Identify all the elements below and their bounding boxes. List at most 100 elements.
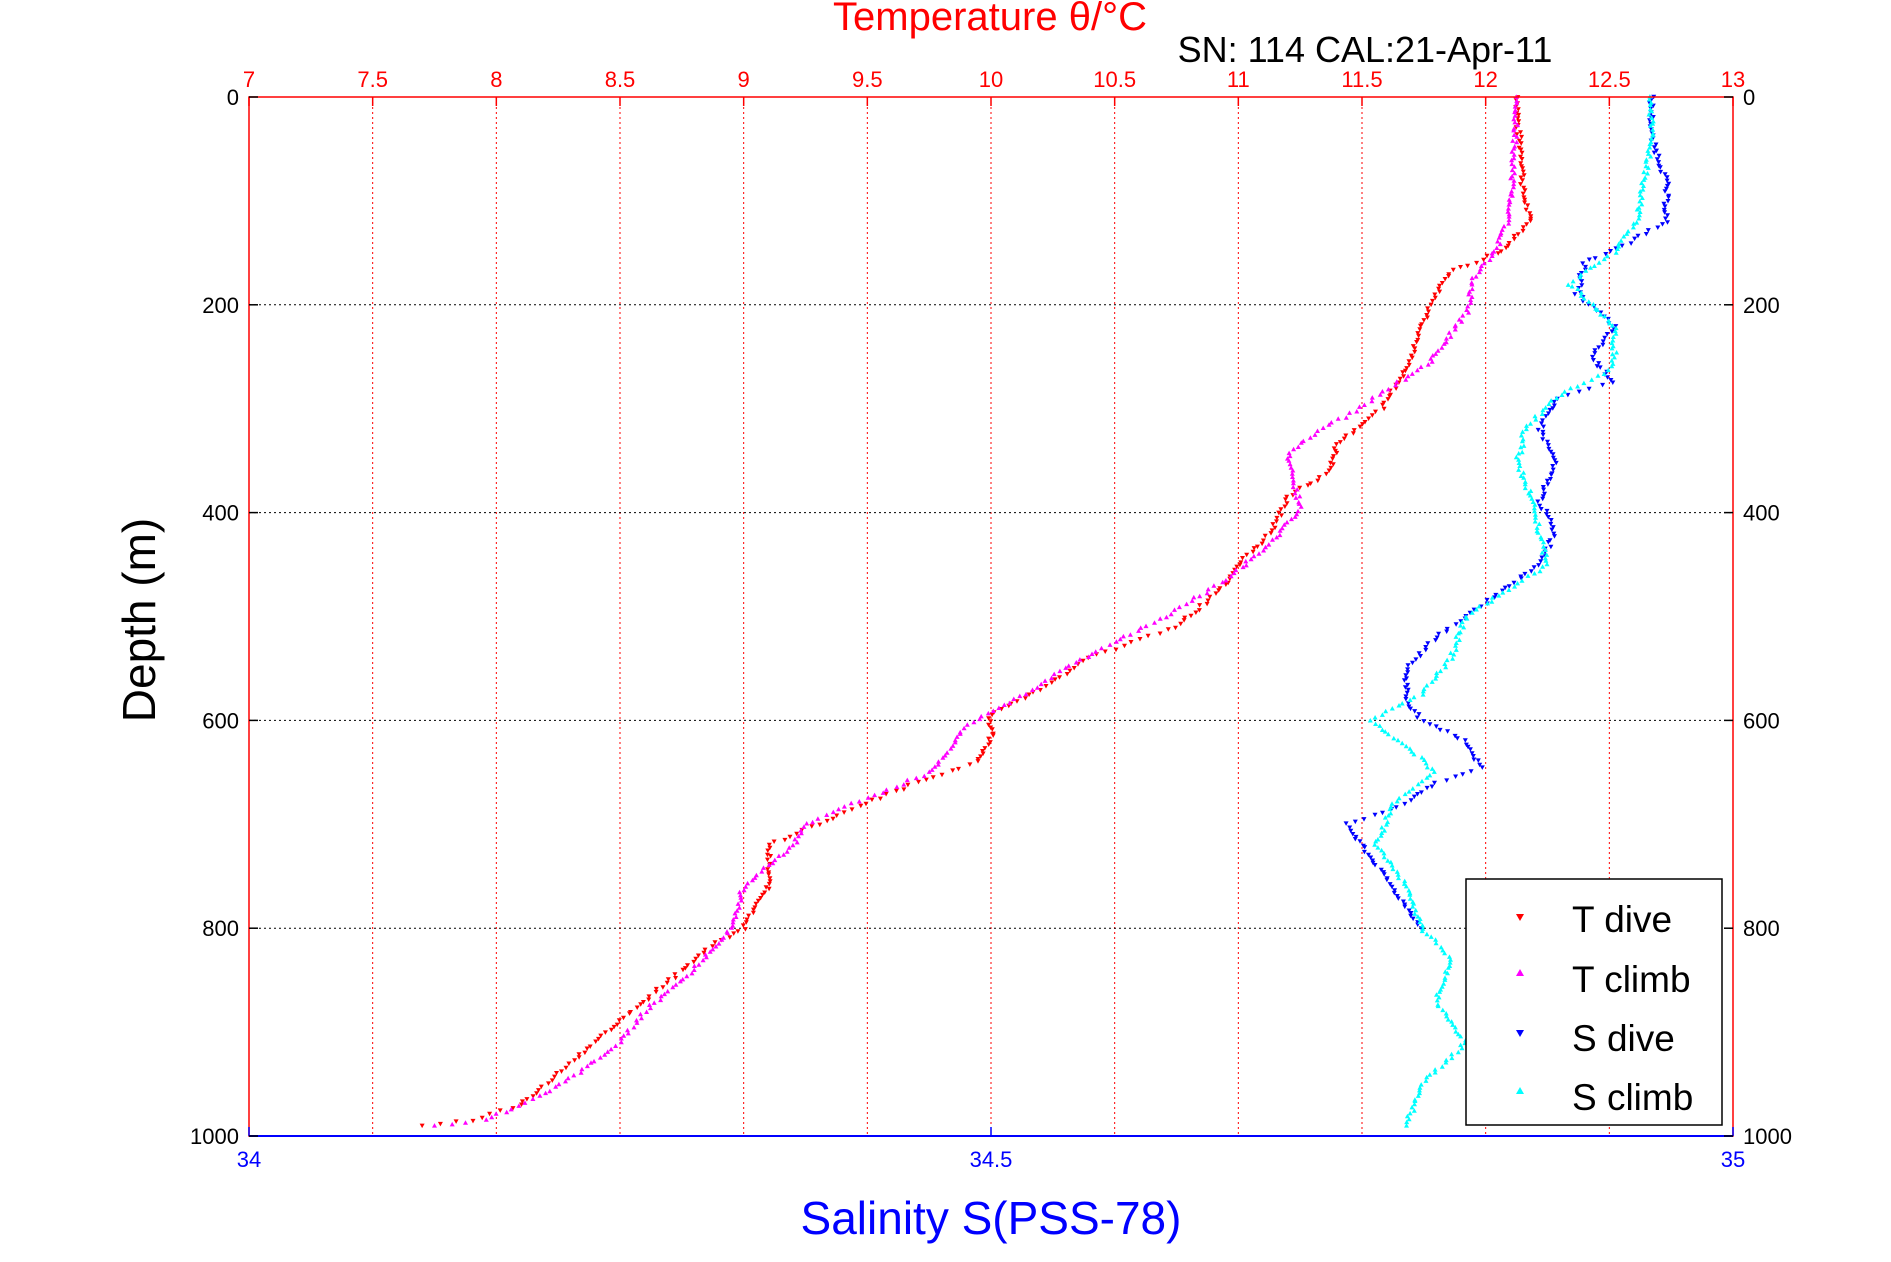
data-point [1647, 141, 1653, 147]
data-point [1434, 635, 1440, 640]
data-point [1396, 795, 1402, 801]
data-point [1460, 313, 1466, 318]
data-point [522, 1100, 528, 1105]
data-point [1049, 675, 1055, 680]
data-point [1548, 518, 1554, 523]
data-point [1471, 607, 1477, 613]
data-point [1305, 483, 1311, 488]
top-tick-label: 12 [1473, 67, 1497, 92]
data-point [1369, 395, 1375, 400]
data-point [956, 766, 961, 772]
data-point [755, 898, 761, 904]
data-point [582, 1050, 588, 1056]
data-point [579, 1066, 585, 1072]
data-point [605, 1049, 611, 1054]
data-point [1442, 277, 1448, 282]
data-point [1496, 593, 1502, 598]
data-point [729, 925, 735, 930]
data-point [489, 1114, 495, 1120]
data-point [1415, 781, 1421, 787]
data-point [1297, 493, 1303, 499]
data-point [1511, 155, 1517, 161]
data-point [1428, 302, 1434, 308]
data-point [1412, 709, 1418, 714]
data-point [1394, 894, 1400, 899]
data-point [1250, 549, 1256, 555]
data-point [1063, 665, 1069, 670]
data-point [1570, 278, 1576, 284]
data-point [738, 895, 744, 900]
data-point [1516, 119, 1522, 124]
data-point [1399, 740, 1405, 746]
data-point [691, 967, 697, 972]
data-point [1164, 614, 1169, 620]
data-point [1427, 772, 1433, 778]
data-point [1467, 610, 1473, 616]
data-point [1357, 839, 1363, 844]
data-point [1385, 397, 1391, 402]
data-point [1413, 657, 1419, 662]
data-point [1509, 193, 1515, 198]
data-point [1326, 422, 1332, 427]
data-point [1409, 1104, 1415, 1110]
data-point [1447, 960, 1453, 965]
data-point [1407, 892, 1413, 897]
data-point [1493, 592, 1499, 598]
data-point [1415, 331, 1421, 336]
data-point [1605, 375, 1610, 380]
data-point [1433, 676, 1439, 681]
data-point [1542, 491, 1547, 497]
data-point [1501, 223, 1507, 229]
data-point [1071, 666, 1077, 671]
data-point [1575, 286, 1581, 291]
data-point [1425, 641, 1431, 646]
data-point [1389, 863, 1395, 868]
data-point [1545, 443, 1551, 448]
data-point [647, 1002, 652, 1007]
data-point [1437, 289, 1443, 295]
data-point [1402, 685, 1408, 690]
data-point [1471, 757, 1477, 762]
data-point [1540, 432, 1546, 438]
data-point [1459, 619, 1465, 625]
data-point [1468, 297, 1474, 302]
data-point [1639, 201, 1645, 207]
data-point [1316, 475, 1322, 480]
data-point [1515, 122, 1521, 128]
top-tick-label: 10.5 [1093, 67, 1136, 92]
data-point [1448, 334, 1454, 339]
data-point [1651, 150, 1657, 156]
data-point [1639, 195, 1645, 200]
data-point [1001, 702, 1007, 707]
data-point [1391, 890, 1397, 896]
data-point [1661, 207, 1667, 213]
data-point [1152, 620, 1157, 625]
data-point [1381, 872, 1387, 877]
data-point [1368, 855, 1374, 860]
data-point [1498, 249, 1504, 254]
data-point [712, 940, 718, 945]
data-point [1416, 651, 1422, 656]
data-point [1648, 136, 1654, 141]
data-point [584, 1063, 590, 1069]
legend-marker-t-dive [1516, 914, 1524, 921]
data-point [1335, 416, 1341, 421]
data-point [1411, 901, 1417, 906]
data-point [1519, 578, 1525, 583]
data-point [894, 784, 900, 789]
data-point [1435, 1003, 1441, 1009]
data-point [1289, 471, 1295, 476]
data-point [817, 822, 823, 828]
data-point [1520, 225, 1526, 230]
data-point [1509, 157, 1515, 163]
data-point [1520, 166, 1526, 171]
data-point [1429, 359, 1435, 364]
data-point [1489, 595, 1495, 600]
data-point [1406, 359, 1412, 364]
data-point [751, 907, 756, 913]
data-point [1509, 161, 1515, 167]
data-point [653, 989, 659, 995]
data-point [1404, 690, 1410, 696]
data-point [1443, 1060, 1449, 1065]
y-tick-label-right: 200 [1743, 293, 1780, 318]
